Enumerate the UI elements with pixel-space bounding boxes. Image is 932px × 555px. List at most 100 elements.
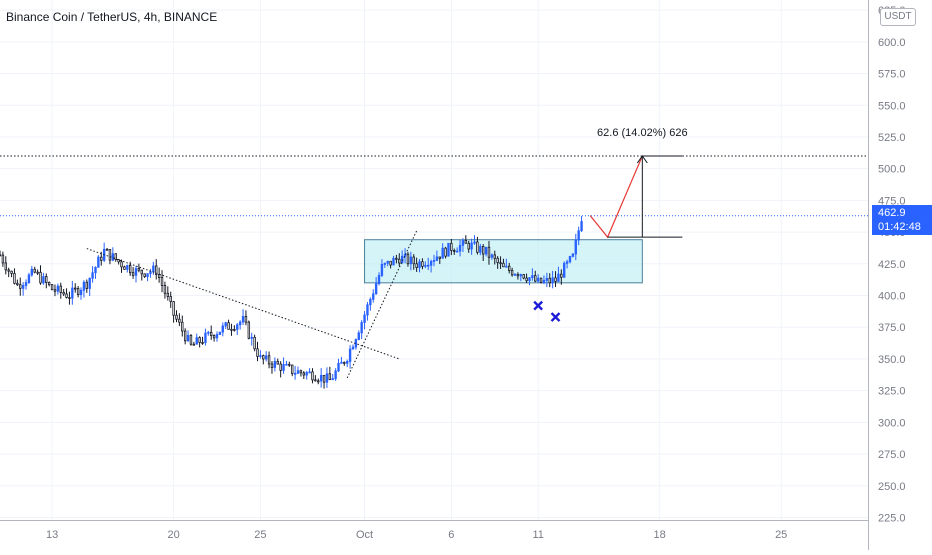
candle-body bbox=[227, 322, 230, 330]
candle-body bbox=[241, 316, 245, 323]
candle-body bbox=[444, 247, 447, 257]
candle-body bbox=[450, 242, 453, 251]
candle-body bbox=[568, 256, 572, 263]
candle-body bbox=[218, 331, 222, 335]
drawing-layer-front: 62.6 (14.02%) 626 bbox=[86, 127, 688, 379]
candle-body bbox=[525, 277, 528, 282]
candle-body bbox=[398, 258, 401, 264]
y-tick-label: 600.0 bbox=[878, 37, 906, 49]
candle-body bbox=[178, 318, 181, 323]
y-tick-label: 275.0 bbox=[878, 449, 906, 461]
x-tick-label: 18 bbox=[654, 529, 666, 541]
candle-body bbox=[47, 282, 51, 286]
candle-body bbox=[487, 246, 491, 258]
y-tick-label: 350.0 bbox=[878, 354, 906, 366]
candle-body bbox=[429, 260, 433, 266]
price-axis-bg bbox=[868, 0, 932, 550]
candle-body bbox=[565, 261, 569, 264]
candle-body bbox=[548, 277, 551, 284]
bar-countdown: 01:42:48 bbox=[878, 221, 921, 233]
candle-body bbox=[157, 274, 161, 278]
candle-body bbox=[45, 276, 48, 283]
candle-body bbox=[7, 269, 10, 272]
candle-body bbox=[334, 370, 337, 380]
y-tick-label: 475.0 bbox=[878, 195, 906, 207]
candle-body bbox=[279, 363, 282, 371]
descending-resistance-trendline bbox=[86, 248, 400, 360]
candle-body bbox=[13, 273, 16, 284]
candle-body bbox=[351, 346, 355, 350]
candle-body bbox=[10, 270, 13, 274]
time-axis[interactable]: 13 20 25 Oct 6 11 18 25 bbox=[0, 520, 868, 550]
candle-body bbox=[441, 247, 444, 259]
last-price-value: 462.9 bbox=[878, 207, 906, 219]
candle-body bbox=[464, 240, 468, 244]
candle-body bbox=[331, 378, 334, 381]
symbol-title: Binance Coin / TetherUS, 4h, BINANCE bbox=[6, 10, 218, 24]
candle-body bbox=[424, 264, 427, 267]
candle-body bbox=[554, 277, 557, 282]
candle-body bbox=[305, 372, 308, 376]
candle-body bbox=[311, 371, 314, 381]
candle-body bbox=[293, 372, 297, 375]
candle-body bbox=[186, 334, 190, 342]
candle-body bbox=[571, 253, 575, 257]
candle-body bbox=[152, 265, 155, 273]
candle-body bbox=[432, 260, 436, 262]
candle-body bbox=[522, 274, 525, 279]
candle-body bbox=[346, 361, 349, 364]
candle-body bbox=[574, 239, 577, 255]
candle-body bbox=[421, 261, 424, 267]
y-tick-label: 575.0 bbox=[878, 69, 906, 81]
candle-body bbox=[160, 277, 164, 286]
candle-body bbox=[56, 285, 60, 292]
y-tick-label: 425.0 bbox=[878, 259, 906, 271]
last-price-tag: 462.9 01:42:48 bbox=[872, 205, 932, 235]
candle-body bbox=[343, 361, 346, 364]
candle-body bbox=[536, 277, 540, 282]
candle-body bbox=[516, 273, 520, 277]
grid-lines bbox=[0, 0, 868, 520]
candle-body bbox=[123, 266, 126, 270]
price-axis[interactable]: 225.0 250.0 275.0 300.0 325.0 350.0 375.0 400.0… bbox=[868, 0, 932, 550]
candle-body bbox=[207, 331, 210, 334]
candle-body bbox=[510, 270, 514, 276]
candle-body bbox=[169, 296, 172, 302]
candle-body bbox=[181, 321, 184, 332]
candle-body bbox=[85, 281, 88, 289]
candle-body bbox=[253, 336, 256, 350]
candle-body bbox=[418, 261, 421, 268]
candle-body bbox=[453, 250, 456, 252]
candle-body bbox=[94, 266, 97, 274]
candle-body bbox=[383, 262, 387, 265]
candle-body bbox=[79, 289, 83, 296]
candle-body bbox=[27, 274, 31, 283]
candle-body bbox=[369, 298, 372, 306]
candle-body bbox=[140, 269, 143, 275]
candle-body bbox=[30, 268, 34, 276]
y-tick-label: 225.0 bbox=[878, 512, 906, 524]
candle-body bbox=[33, 268, 36, 273]
candle-body bbox=[230, 328, 233, 331]
candle-body bbox=[172, 301, 175, 316]
candle-body bbox=[314, 379, 317, 382]
currency-badge[interactable]: USDT bbox=[880, 8, 916, 26]
x-tick-label: Oct bbox=[356, 529, 373, 541]
candle-body bbox=[100, 256, 103, 261]
candle-body bbox=[76, 288, 80, 296]
candle-body bbox=[195, 337, 198, 345]
x-marker-stroke bbox=[550, 312, 561, 322]
candle-body bbox=[267, 355, 271, 365]
candle-body bbox=[259, 355, 262, 358]
candle-body bbox=[551, 277, 554, 284]
candle-body bbox=[262, 355, 265, 360]
candle-body bbox=[19, 284, 22, 289]
candle-body bbox=[389, 260, 392, 266]
x-tick-label: 25 bbox=[254, 529, 266, 541]
candle-body bbox=[542, 280, 546, 284]
candle-body bbox=[210, 331, 213, 336]
candle-body bbox=[244, 316, 248, 323]
candle-body bbox=[146, 273, 149, 277]
